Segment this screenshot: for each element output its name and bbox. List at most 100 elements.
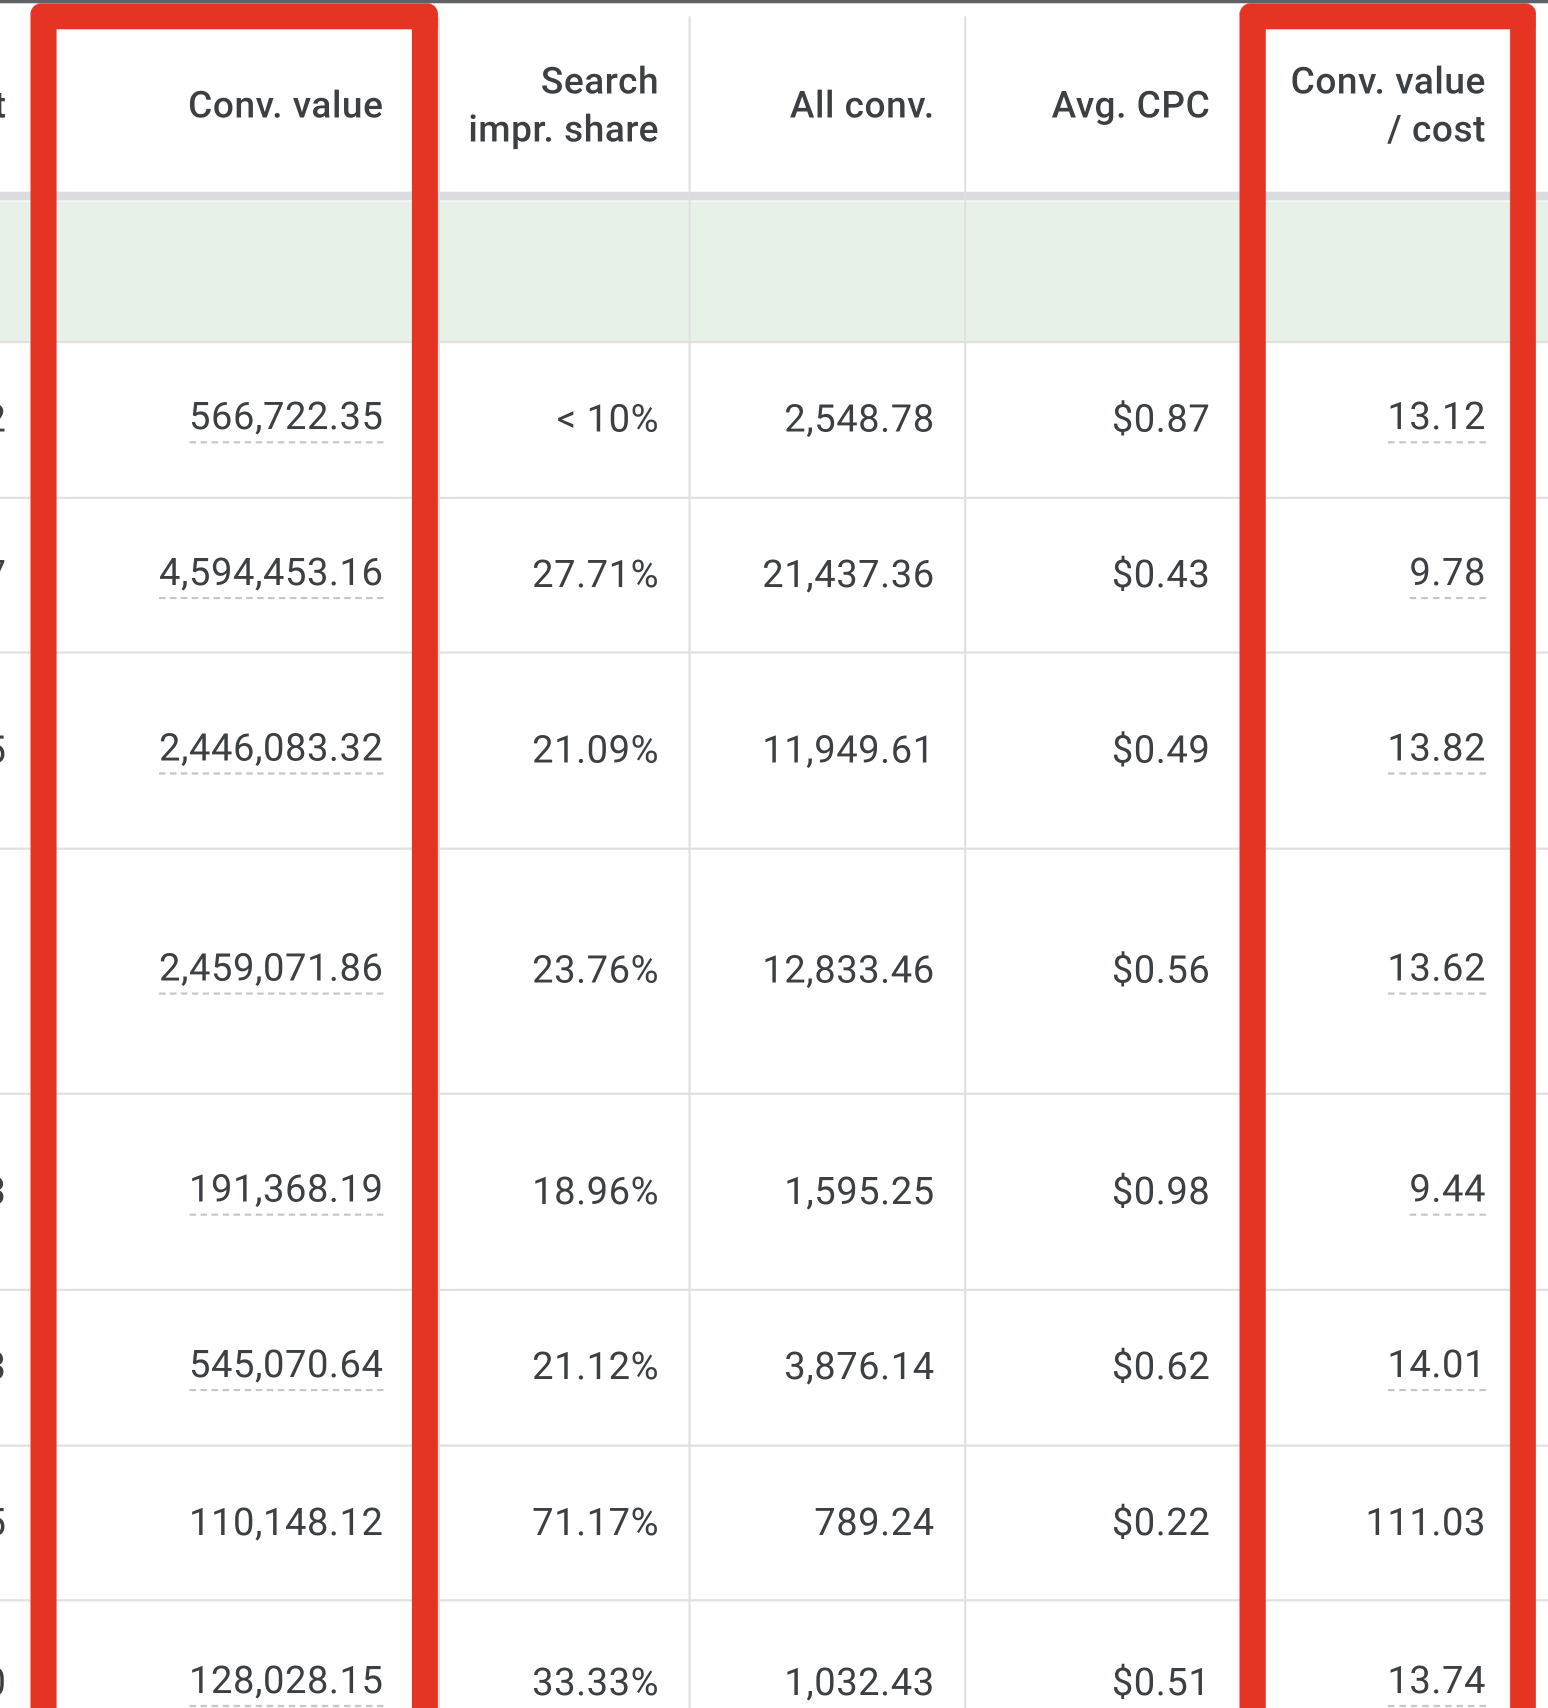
cut-cell: 3: [0, 1093, 7, 1289]
column-divider: [688, 16, 691, 1708]
cell-text: 11,949.61: [762, 727, 935, 772]
cell-text: $0.98: [1111, 1168, 1211, 1214]
cell-text: $0.22: [1111, 1499, 1211, 1545]
table-cell: 191,368.19: [54, 1093, 384, 1289]
row-divider: [0, 496, 1548, 499]
table-cell: 11,949.61: [689, 651, 935, 847]
table-cell: 2,548.78: [689, 341, 935, 497]
column-header: Search impr. share: [438, 16, 659, 194]
table-cell: 18.96%: [438, 1093, 659, 1289]
cell-text: 7: [0, 552, 7, 597]
cell-text: 5: [0, 727, 7, 772]
table-cell: 12,833.46: [689, 848, 935, 1093]
column-divider: [437, 16, 441, 1708]
table-cell: 3,876.14: [689, 1289, 935, 1445]
header-text[interactable]: Avg. CPC: [1051, 83, 1211, 127]
cut-cell: 3: [0, 1289, 7, 1445]
table-cell: 1,595.25: [689, 1093, 935, 1289]
cell-text: 1,032.43: [784, 1659, 935, 1705]
table-cell: $0.98: [964, 1093, 1210, 1289]
cell-text: < 10%: [556, 396, 660, 442]
row-divider: [0, 847, 1548, 850]
table-cell: 13.74: [1266, 1599, 1486, 1708]
table-cell: 789.24: [689, 1445, 935, 1600]
row-divider: [0, 1444, 1548, 1447]
cell-text[interactable]: 9.44: [1409, 1166, 1486, 1216]
header-text[interactable]: Conv. value: [188, 83, 384, 127]
cell-text[interactable]: 13.12: [1387, 394, 1486, 444]
header-divider: [0, 191, 1548, 201]
cell-text[interactable]: 13.74: [1387, 1658, 1486, 1707]
cell-text: 110,148.12: [189, 1499, 384, 1545]
cut-cell: 5: [0, 1445, 7, 1600]
cell-text[interactable]: 13.62: [1387, 946, 1486, 995]
cell-text[interactable]: 14.01: [1387, 1342, 1486, 1392]
header-text[interactable]: Conv. value / cost: [1290, 59, 1486, 151]
row-divider: [0, 340, 1548, 344]
row-divider: [0, 651, 1548, 654]
cell-text[interactable]: 9.78: [1409, 550, 1486, 599]
cell-text[interactable]: 545,070.64: [189, 1342, 384, 1392]
table-cell: 2,446,083.32: [54, 651, 384, 847]
table-cell: 27.71%: [438, 497, 659, 652]
header-text[interactable]: Search impr. share: [468, 59, 660, 151]
table-cell: 23.76%: [438, 848, 659, 1093]
cell-text: 111.03: [1365, 1499, 1486, 1545]
cell-text: 0: [0, 1660, 7, 1705]
table-cell: 13.62: [1266, 848, 1486, 1093]
table-cell: 1,032.43: [689, 1599, 935, 1708]
cut-cell: 2: [0, 341, 7, 497]
cell-text: $0.49: [1111, 727, 1211, 772]
cell-text[interactable]: 13.82: [1387, 725, 1486, 775]
cell-text[interactable]: 2,459,071.86: [159, 946, 384, 995]
cell-text: 1,595.25: [784, 1168, 935, 1214]
header-text[interactable]: All conv.: [789, 83, 935, 127]
table-cell: $0.22: [964, 1445, 1210, 1600]
cell-text: 3,876.14: [784, 1344, 935, 1389]
cell-text: 5: [0, 1500, 7, 1545]
cell-text: 71.17%: [532, 1499, 660, 1545]
cell-text: 3: [0, 1344, 7, 1389]
cell-text: 23.76%: [532, 947, 660, 993]
cut-cell: 0: [0, 1599, 7, 1708]
table-cell: 21.09%: [438, 651, 659, 847]
cell-text[interactable]: 566,722.35: [189, 394, 384, 444]
cell-text: 33.33%: [532, 1659, 660, 1705]
column-header: Avg. CPC: [964, 16, 1210, 194]
table-cell: $0.49: [964, 651, 1210, 847]
table-cell: 14.01: [1266, 1289, 1486, 1445]
cell-text: 789.24: [814, 1499, 935, 1545]
table-cell: 9.78: [1266, 497, 1486, 652]
table-cell: 21.12%: [438, 1289, 659, 1445]
header-text[interactable]: t: [0, 81, 7, 129]
table-cell: 545,070.64: [54, 1289, 384, 1445]
table-cell: 111.03: [1266, 1445, 1486, 1600]
cell-text: 3: [0, 1168, 7, 1213]
cell-text: 21.12%: [532, 1344, 660, 1389]
cell-text: 2: [0, 397, 7, 442]
cell-text[interactable]: 2,446,083.32: [159, 725, 384, 775]
table-cell: < 10%: [438, 341, 659, 497]
table-cell: $0.56: [964, 848, 1210, 1093]
cell-text: 12,833.46: [762, 947, 935, 993]
table-cell: 21,437.36: [689, 497, 935, 652]
table-cell: 71.17%: [438, 1445, 659, 1600]
highlight-box: [1239, 3, 1537, 1708]
row-divider: [0, 1599, 1548, 1602]
table-cell: 110,148.12: [54, 1445, 383, 1600]
cell-text: $0.62: [1111, 1344, 1211, 1389]
cell-text: 21.09%: [532, 727, 660, 772]
cell-text[interactable]: 4,594,453.16: [159, 550, 384, 599]
cell-text[interactable]: 191,368.19: [189, 1166, 384, 1216]
table-cell: 2,459,071.86: [54, 848, 384, 1093]
column-header: All conv.: [689, 16, 935, 194]
cell-text: 21,437.36: [762, 551, 935, 597]
table-cell: 33.33%: [438, 1599, 659, 1708]
cell-text: $0.56: [1111, 947, 1211, 993]
cell-text: 2,548.78: [784, 396, 935, 442]
table-cell: 4,594,453.16: [54, 497, 384, 652]
cell-text[interactable]: 128,028.15: [189, 1658, 384, 1707]
table-cell: 13.82: [1266, 651, 1486, 847]
